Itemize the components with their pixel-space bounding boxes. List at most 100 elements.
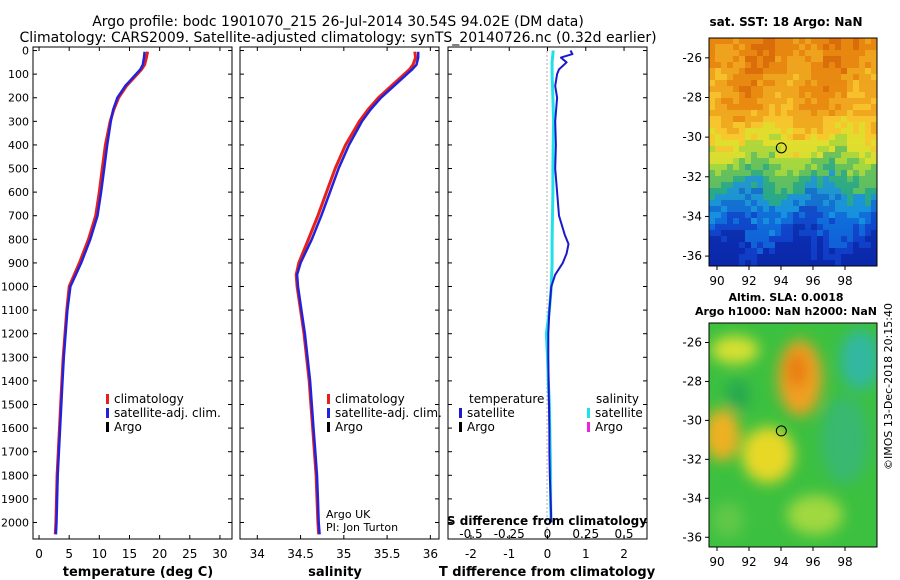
sst-cell [823, 104, 829, 110]
sst-map-frame [708, 37, 878, 267]
sst-cell [787, 122, 793, 128]
sst-cell [817, 212, 823, 218]
sst-cell [781, 104, 787, 110]
sst-cell [763, 116, 769, 122]
sst-cell [823, 152, 829, 158]
sst-cell [829, 212, 835, 218]
sst-cell [865, 188, 871, 194]
sst-cell [781, 50, 787, 56]
sst-cell [757, 86, 763, 92]
sst-cell [859, 92, 865, 98]
sst-cell [709, 146, 715, 152]
sst-cell [721, 140, 727, 146]
sst-cell [811, 50, 817, 56]
salinity-x-label: salinity [308, 565, 362, 580]
x-tick-label: 0 [544, 547, 552, 561]
sst-cell [781, 230, 787, 236]
sst-cell [835, 56, 841, 62]
sst-cell [865, 236, 871, 242]
sst-cell [817, 68, 823, 74]
sst-cell [733, 230, 739, 236]
sst-cell [817, 98, 823, 104]
sst-cell [823, 74, 829, 80]
sst-cell [811, 74, 817, 80]
sst-cell [829, 38, 835, 44]
sst-cell [793, 224, 799, 230]
sst-cell [763, 164, 769, 170]
sst-cell [739, 122, 745, 128]
sst-cell [733, 176, 739, 182]
sst-cell [805, 86, 811, 92]
s-difference-tick-label: -0.25 [494, 527, 525, 541]
sst-cell [847, 182, 853, 188]
sst-cell [805, 146, 811, 152]
sst-cell [775, 236, 781, 242]
sst-cell [787, 194, 793, 200]
sst-cell [847, 224, 853, 230]
sst-cell [781, 218, 787, 224]
sst-cell [757, 248, 763, 254]
sst-cell [709, 50, 715, 56]
sst-cell [769, 242, 775, 248]
sst-cell [835, 200, 841, 206]
sst-cell [733, 170, 739, 176]
sst-cell [799, 200, 805, 206]
sst-cell [841, 170, 847, 176]
sst-cell [787, 92, 793, 98]
sst-cell [715, 98, 721, 104]
sst-cell [763, 200, 769, 206]
sst-cell [859, 110, 865, 116]
sst-cell [781, 182, 787, 188]
sst-cell [871, 134, 877, 140]
sst-cell [835, 236, 841, 242]
sst-cell [805, 260, 811, 266]
sst-cell [847, 176, 853, 182]
sst-cell [787, 170, 793, 176]
sst-cell [811, 134, 817, 140]
sla-map-title-line2: Argo h1000: NaN h2000: NaN [695, 305, 877, 318]
map-x-tick-label: 98 [837, 555, 852, 569]
sst-cell [823, 200, 829, 206]
sst-cell [745, 194, 751, 200]
sst-cell [715, 86, 721, 92]
sst-cell [769, 44, 775, 50]
sst-cell [727, 212, 733, 218]
sst-cell [751, 86, 757, 92]
sst-cell [715, 56, 721, 62]
sst-cell [835, 68, 841, 74]
sst-cell [823, 176, 829, 182]
sst-cell [775, 206, 781, 212]
sst-cell [721, 182, 727, 188]
sst-cell [751, 224, 757, 230]
temperature-series [53, 51, 150, 535]
sst-cell [757, 230, 763, 236]
sst-cell [721, 86, 727, 92]
sst-cell [709, 44, 715, 50]
x-tick-label: 10 [92, 547, 107, 561]
sst-cell [745, 164, 751, 170]
sst-cell [853, 212, 859, 218]
sst-cell [871, 104, 877, 110]
sst-cell [823, 230, 829, 236]
sst-cell [787, 50, 793, 56]
sst-cell [709, 200, 715, 206]
sst-cell [775, 260, 781, 266]
sst-cell [721, 38, 727, 44]
sst-cell [775, 56, 781, 62]
sst-cell [757, 164, 763, 170]
sst-cell [721, 56, 727, 62]
sst-cell [715, 158, 721, 164]
sst-cell [823, 44, 829, 50]
sst-cell [733, 188, 739, 194]
sst-cell [847, 134, 853, 140]
depth-tick-label: 1300 [1, 351, 29, 364]
sst-cell [847, 50, 853, 56]
sst-cell [799, 248, 805, 254]
sst-cell [847, 254, 853, 260]
sst-cell [787, 236, 793, 242]
sst-cell [811, 224, 817, 230]
sst-cell [811, 110, 817, 116]
sst-cell [775, 86, 781, 92]
sst-cell [835, 146, 841, 152]
x-tick-label: -1 [503, 547, 515, 561]
